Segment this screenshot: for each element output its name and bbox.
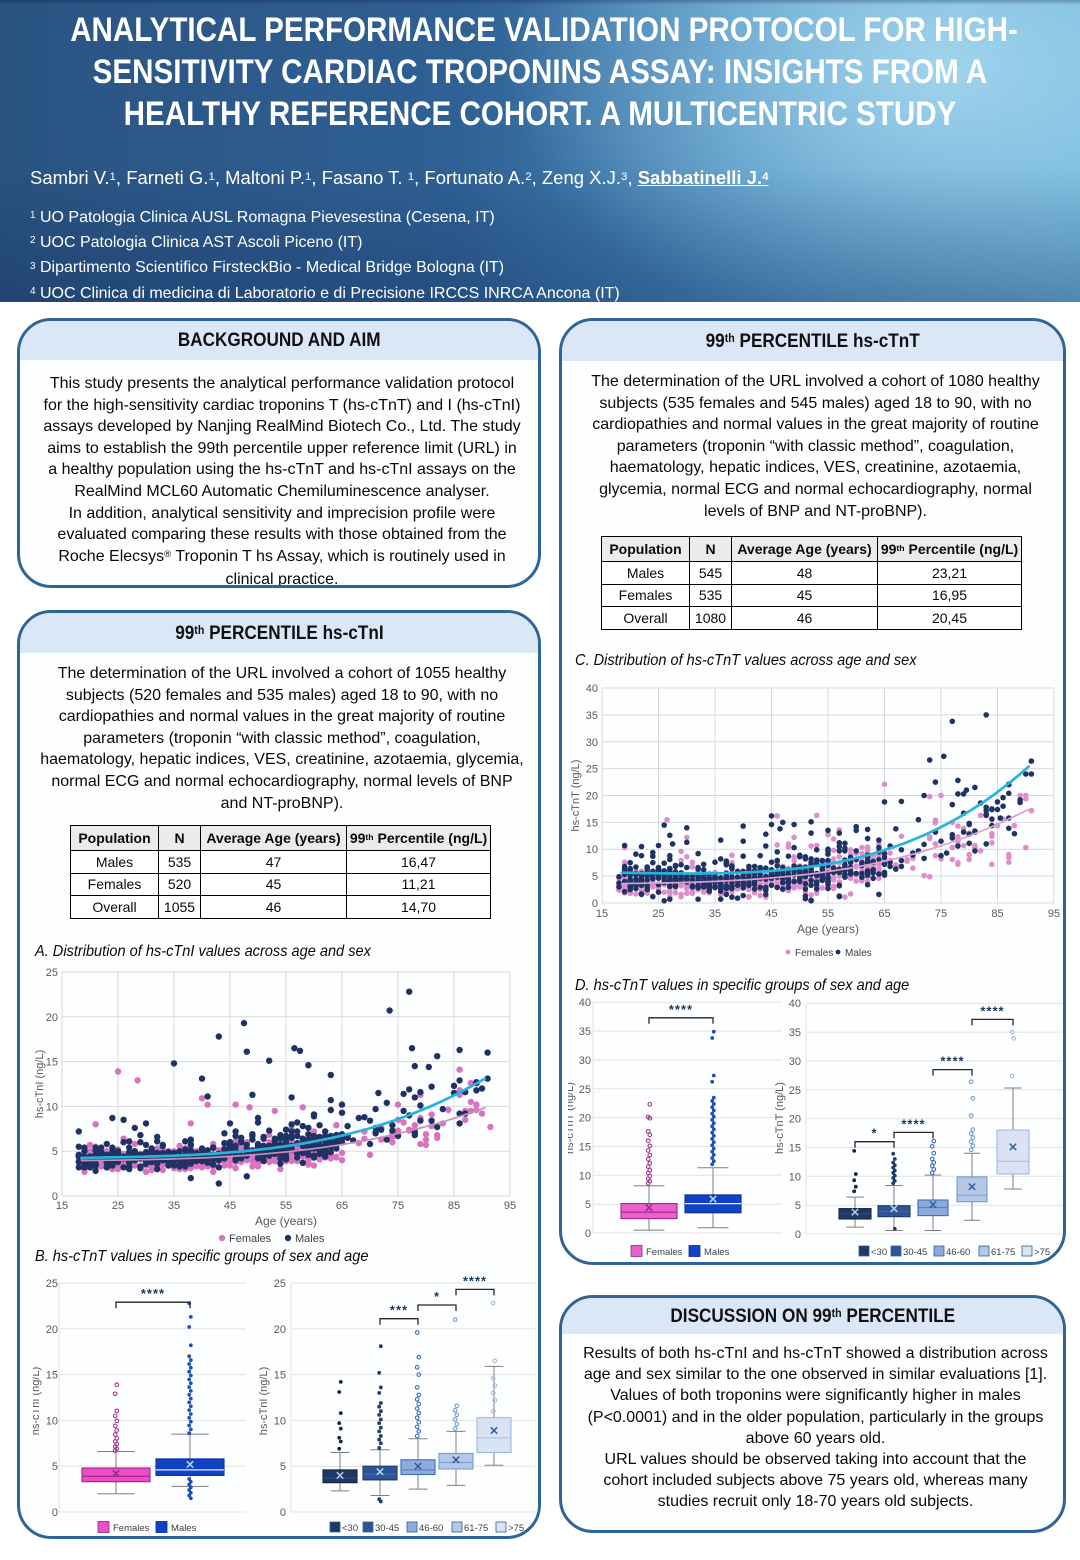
svg-text:46-60: 46-60: [419, 1523, 443, 1534]
svg-text:0: 0: [592, 898, 598, 910]
svg-text:15: 15: [46, 1370, 58, 1382]
svg-text:10: 10: [579, 1170, 591, 1182]
svg-text:<30: <30: [342, 1523, 358, 1534]
svg-text:30: 30: [586, 737, 598, 749]
svg-text:*: *: [871, 1126, 877, 1141]
svg-text:25: 25: [46, 967, 58, 979]
svg-text:45: 45: [765, 908, 777, 920]
svg-text:30-45: 30-45: [903, 1247, 927, 1258]
svg-text:Age (years): Age (years): [255, 1214, 317, 1228]
svg-text:10: 10: [274, 1415, 286, 1427]
svg-text:20: 20: [46, 1012, 58, 1024]
svg-text:95: 95: [1048, 908, 1060, 920]
svg-text:20: 20: [586, 791, 598, 803]
svg-text:85: 85: [448, 1200, 460, 1212]
svg-text:Males: Males: [704, 1247, 730, 1258]
svg-text:75: 75: [935, 908, 947, 920]
svg-text:5: 5: [795, 1200, 801, 1212]
svg-text:35: 35: [579, 1026, 591, 1038]
svg-text:Females: Females: [795, 948, 833, 959]
svg-text:65: 65: [336, 1200, 348, 1212]
svg-text:Age (years): Age (years): [797, 922, 859, 936]
svg-text:0: 0: [795, 1229, 801, 1241]
svg-text:Females: Females: [229, 1233, 272, 1245]
svg-text:hs-cTnT (ng/L): hs-cTnT (ng/L): [568, 1082, 576, 1154]
svg-text:65: 65: [878, 908, 890, 920]
svg-text:10: 10: [46, 1101, 58, 1113]
svg-text:46-60: 46-60: [946, 1247, 970, 1258]
svg-text:61-75: 61-75: [464, 1523, 488, 1534]
svg-text:15: 15: [274, 1370, 286, 1382]
svg-text:***: ***: [390, 1303, 408, 1318]
svg-text:>75: >75: [508, 1523, 524, 1534]
svg-text:45: 45: [224, 1200, 236, 1212]
svg-text:15: 15: [46, 1057, 58, 1069]
svg-text:30: 30: [789, 1056, 801, 1068]
svg-text:25: 25: [652, 908, 664, 920]
svg-text:20: 20: [579, 1113, 591, 1125]
svg-text:35: 35: [586, 710, 598, 722]
svg-text:<30: <30: [871, 1247, 887, 1258]
svg-text:55: 55: [280, 1200, 292, 1212]
svg-text:20: 20: [789, 1114, 801, 1126]
svg-text:35: 35: [709, 908, 721, 920]
svg-text:30-45: 30-45: [375, 1523, 399, 1534]
svg-text:5: 5: [52, 1146, 58, 1158]
svg-text:20: 20: [274, 1324, 286, 1336]
svg-text:hs-cTnT (ng/L): hs-cTnT (ng/L): [774, 1082, 786, 1154]
svg-text:****: ****: [141, 1286, 165, 1301]
svg-text:25: 25: [112, 1200, 124, 1212]
svg-text:*: *: [434, 1289, 440, 1304]
svg-text:20: 20: [46, 1324, 58, 1336]
svg-text:25: 25: [789, 1085, 801, 1097]
svg-text:5: 5: [592, 871, 598, 883]
svg-text:Males: Males: [295, 1233, 325, 1245]
svg-text:40: 40: [579, 997, 591, 1009]
svg-text:10: 10: [46, 1415, 58, 1427]
svg-text:hs-cTnI (ng/L): hs-cTnI (ng/L): [33, 1367, 42, 1435]
svg-text:25: 25: [274, 1278, 286, 1290]
svg-text:Females: Females: [113, 1523, 150, 1534]
svg-text:Males: Males: [171, 1523, 197, 1534]
svg-text:****: ****: [980, 1003, 1004, 1018]
svg-text:****: ****: [463, 1273, 487, 1288]
svg-text:hs-cTnI (ng/L): hs-cTnI (ng/L): [258, 1367, 270, 1435]
svg-text:10: 10: [586, 844, 598, 856]
svg-text:hs-cTnT (ng/L): hs-cTnT (ng/L): [570, 760, 582, 832]
svg-text:25: 25: [46, 1278, 58, 1290]
svg-text:35: 35: [168, 1200, 180, 1212]
svg-text:15: 15: [579, 1141, 591, 1153]
svg-text:Females: Females: [646, 1247, 683, 1258]
svg-text:****: ****: [940, 1054, 964, 1069]
svg-text:5: 5: [280, 1461, 286, 1473]
svg-text:15: 15: [586, 817, 598, 829]
svg-text:5: 5: [585, 1199, 591, 1211]
svg-text:****: ****: [901, 1116, 925, 1131]
svg-text:55: 55: [822, 908, 834, 920]
svg-text:40: 40: [586, 683, 598, 695]
svg-text:5: 5: [52, 1461, 58, 1473]
svg-text:15: 15: [56, 1200, 68, 1212]
svg-text:61-75: 61-75: [991, 1247, 1015, 1258]
svg-text:15: 15: [789, 1142, 801, 1154]
svg-text:30: 30: [579, 1055, 591, 1067]
svg-text:0: 0: [585, 1228, 591, 1240]
svg-text:hs-cTnI (ng/L): hs-cTnI (ng/L): [34, 1050, 46, 1118]
svg-text:35: 35: [789, 1027, 801, 1039]
svg-text:75: 75: [392, 1200, 404, 1212]
svg-text:0: 0: [52, 1507, 58, 1519]
svg-text:0: 0: [52, 1191, 58, 1203]
svg-text:40: 40: [789, 998, 801, 1010]
svg-text:>75: >75: [1034, 1247, 1050, 1258]
svg-text:10: 10: [789, 1171, 801, 1183]
svg-text:25: 25: [586, 764, 598, 776]
svg-text:85: 85: [991, 908, 1003, 920]
svg-text:95: 95: [504, 1200, 516, 1212]
svg-text:0: 0: [280, 1507, 286, 1519]
svg-text:15: 15: [596, 908, 608, 920]
svg-text:****: ****: [669, 1002, 693, 1017]
svg-text:Males: Males: [845, 948, 872, 959]
svg-text:25: 25: [579, 1084, 591, 1096]
